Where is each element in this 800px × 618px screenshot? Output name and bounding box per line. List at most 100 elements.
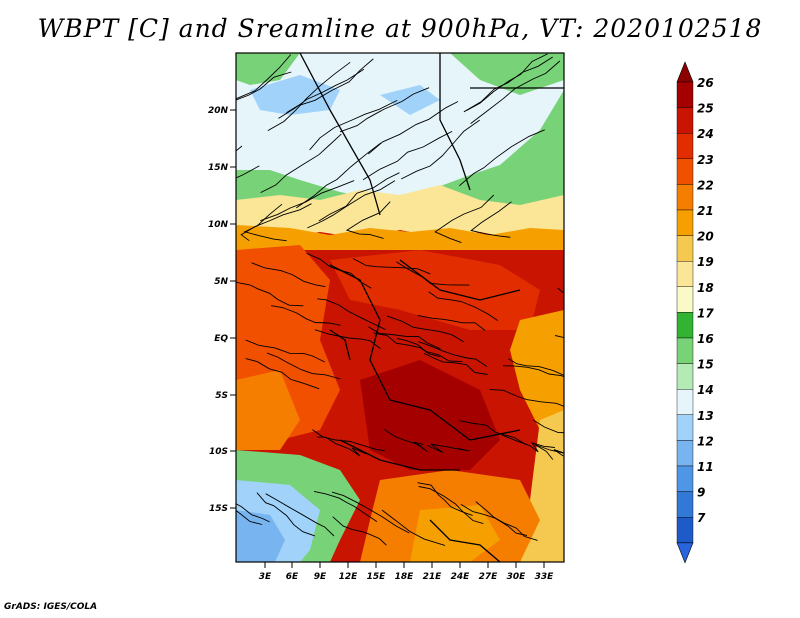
lon-tick-label: 30E (507, 572, 527, 582)
colorbar-label: 18 (697, 281, 714, 295)
lon-axis: 3E 6E 9E 12E 15E 18E 21E 24E 27E 30E 33E (259, 562, 554, 582)
streamline (256, 492, 316, 537)
colorbar-swatch (676, 440, 694, 467)
colorbar-swatch (676, 363, 694, 390)
field-north-blue-b (380, 85, 440, 115)
streamline (418, 486, 484, 525)
lon-tick-label: 3E (259, 572, 272, 582)
lat-tick-label: 5S (215, 391, 228, 401)
lon-tick-label: 18E (395, 572, 415, 582)
colorbar-swatch (676, 312, 694, 339)
streamline (307, 180, 396, 229)
streamline (373, 332, 441, 358)
streamline (236, 71, 292, 101)
streamline (251, 262, 326, 288)
colorbar-swatch (676, 389, 694, 416)
streamline (309, 99, 398, 151)
streamline (260, 133, 342, 194)
colorbar: 26 25 24 23 22 21 20 19 18 17 16 15 14 13 12 11 9 7 (676, 61, 714, 564)
colorbar-label: 19 (697, 255, 714, 269)
streamline (352, 258, 431, 275)
colorbar-top-arrow (676, 61, 694, 83)
streamline (271, 305, 341, 326)
streamline (265, 493, 335, 537)
chart-title: WBPT [C] and Sreamline at 900hPa, VT: 20… (37, 14, 763, 43)
streamline (314, 329, 381, 349)
colorbar-label: 14 (697, 383, 714, 397)
colorbar-bottom-arrow (676, 542, 694, 564)
streamline (314, 490, 378, 522)
lat-tick-label: 10N (208, 220, 229, 230)
field-nw-green (236, 53, 300, 85)
streamline (236, 510, 263, 525)
colorbar-label: 13 (697, 409, 714, 423)
colorbar-swatch (676, 465, 694, 492)
lon-tick-label: 27E (479, 572, 499, 582)
colorbar-swatch (676, 286, 694, 313)
streamline (236, 503, 270, 523)
streamline (236, 54, 292, 100)
streamline (317, 298, 386, 331)
streamline (318, 172, 400, 222)
streamline (417, 482, 473, 516)
field-band-orange (236, 225, 564, 250)
colorbar-swatch (676, 184, 694, 211)
streamline (278, 68, 365, 119)
field-ne-green (450, 53, 564, 95)
streamline (501, 434, 555, 453)
colorbar-swatch (676, 261, 694, 288)
streamline (508, 358, 564, 376)
streamline (434, 194, 495, 244)
grads-credit: GrADS: IGES/COLA (4, 602, 98, 612)
colorbar-label: 17 (697, 306, 714, 320)
colorbar-label: 20 (697, 230, 714, 244)
streamline (240, 203, 312, 242)
wbpt-field (236, 53, 564, 562)
colorbar-swatch (676, 158, 694, 185)
field-south-amber (410, 505, 500, 562)
colorbar-label: 26 (697, 76, 714, 90)
lon-tick-label: 21E (423, 572, 443, 582)
streamline (339, 87, 430, 133)
streamline (245, 339, 325, 363)
streamline (475, 501, 538, 541)
lat-tick-label: EQ (214, 334, 228, 344)
lat-tick-label: 10S (209, 447, 228, 457)
lat-axis: 20N 15N 10N 5N EQ 5S 10S 15S (208, 106, 236, 514)
streamline (533, 419, 564, 434)
lon-tick-label: 9E (314, 572, 327, 582)
colorbar-swatch (676, 491, 694, 518)
colorbar-label: 15 (697, 358, 714, 372)
streamline (534, 444, 564, 460)
streamline (266, 352, 341, 380)
field-east-orange (510, 310, 564, 440)
streamline (418, 341, 488, 367)
colorbar-label: 24 (697, 127, 714, 141)
colorbar-label: 9 (697, 486, 705, 500)
streamline (243, 203, 287, 242)
colorbar-label: 25 (697, 102, 714, 116)
streamline (236, 165, 260, 179)
field-band-yellow (236, 185, 564, 240)
lon-tick-label: 24E (451, 572, 471, 582)
streamline (427, 443, 470, 454)
streamline (236, 281, 304, 307)
colorbar-swatch (676, 235, 694, 262)
lon-tick-label: 12E (339, 572, 359, 582)
colorbar-label: 16 (697, 332, 714, 346)
streamline (368, 101, 459, 155)
streamline (470, 201, 512, 238)
streamline (316, 436, 367, 457)
lon-tick-label: 33E (535, 572, 555, 582)
streamline (466, 53, 548, 111)
streamline (489, 388, 564, 407)
colorbar-label: 23 (697, 153, 714, 167)
lat-tick-label: 15S (209, 504, 228, 514)
lat-tick-label: 15N (208, 163, 229, 173)
streamline (463, 56, 553, 113)
colorbar-swatch (676, 414, 694, 441)
colorbar-label: 12 (697, 434, 714, 448)
lon-tick-label: 15E (367, 572, 387, 582)
colorbar-label: 11 (697, 460, 714, 474)
